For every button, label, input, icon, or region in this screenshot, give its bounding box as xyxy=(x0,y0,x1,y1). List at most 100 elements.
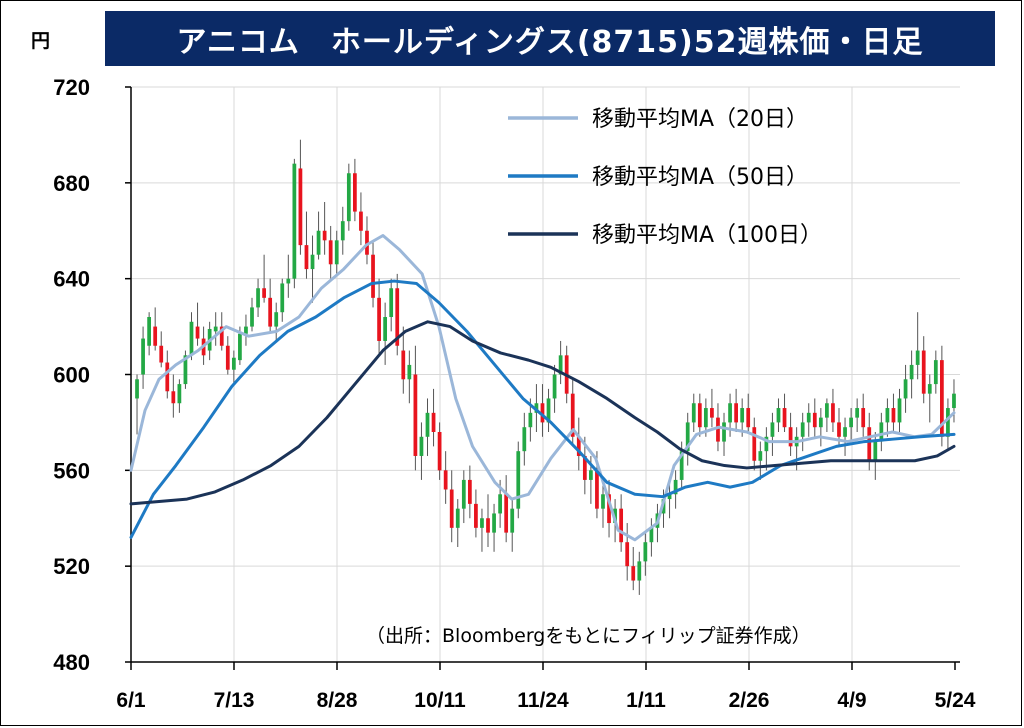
candle xyxy=(455,499,460,547)
candle-body xyxy=(710,408,714,418)
candle xyxy=(946,398,950,452)
candle-body xyxy=(728,403,732,423)
candle-body xyxy=(328,240,333,265)
candle-body xyxy=(800,422,805,437)
candle xyxy=(147,312,152,356)
candle xyxy=(504,475,509,543)
candle xyxy=(722,412,726,456)
candle xyxy=(952,379,956,423)
candle xyxy=(710,388,714,428)
grid-lines xyxy=(131,86,960,662)
candle xyxy=(359,192,363,246)
candle xyxy=(921,336,926,404)
candle xyxy=(885,398,890,437)
candle-body xyxy=(691,403,696,423)
x-tick-label: 5/24 xyxy=(935,689,976,712)
candle-body xyxy=(933,360,938,385)
candle xyxy=(879,412,884,452)
legend-item-ma50: 移動平均MA（50日） xyxy=(508,165,808,190)
candle-body xyxy=(649,527,654,543)
candle xyxy=(316,211,321,260)
candle-body xyxy=(915,350,920,365)
candle xyxy=(171,374,176,418)
candle xyxy=(280,278,285,322)
candle xyxy=(340,206,345,255)
candle xyxy=(328,225,333,279)
candle-body xyxy=(552,374,557,399)
candle xyxy=(546,388,551,432)
candle-body xyxy=(570,393,575,437)
candle-body xyxy=(558,355,563,375)
candle-body xyxy=(286,278,291,284)
candle xyxy=(782,393,787,432)
candle xyxy=(933,350,938,394)
candle xyxy=(353,158,357,222)
candle xyxy=(486,494,490,547)
candle xyxy=(734,388,738,432)
candle xyxy=(231,350,236,385)
candle xyxy=(474,489,478,538)
y-axis-unit-label: 円 xyxy=(31,30,51,52)
candle xyxy=(135,374,139,435)
candle xyxy=(304,211,309,279)
candle xyxy=(812,398,817,437)
legend-label: 移動平均MA（100日） xyxy=(592,223,822,248)
candle-body xyxy=(752,427,757,461)
candle-body xyxy=(903,379,908,399)
candle-body xyxy=(147,317,152,346)
candle xyxy=(570,379,575,447)
candle-body xyxy=(346,173,351,222)
candle xyxy=(213,312,218,346)
candle-body xyxy=(607,494,611,524)
y-tick-label: 680 xyxy=(53,171,90,196)
candle-body xyxy=(595,470,599,509)
candle xyxy=(395,273,400,356)
candle-body xyxy=(758,451,763,461)
candle xyxy=(758,441,763,480)
candle xyxy=(673,470,678,509)
candle xyxy=(897,388,902,432)
candle xyxy=(510,499,515,552)
candlestick-series xyxy=(135,139,956,595)
candle-body xyxy=(159,345,164,363)
x-tick-label: 11/24 xyxy=(517,689,569,712)
legend-label: 移動平均MA（50日） xyxy=(592,165,808,190)
candle-body xyxy=(467,479,472,504)
candle-body xyxy=(867,427,872,461)
candle-body xyxy=(171,391,176,404)
x-tick-label: 7/13 xyxy=(214,689,255,712)
y-tick-label: 720 xyxy=(53,75,90,100)
candle-body xyxy=(135,379,139,399)
candle-body xyxy=(818,417,823,428)
candle xyxy=(891,393,896,432)
candle xyxy=(371,240,375,308)
y-tick-label: 560 xyxy=(53,458,90,483)
candle-body xyxy=(443,470,448,490)
candle-body xyxy=(304,245,309,270)
candle-body xyxy=(673,479,678,495)
candle xyxy=(365,216,369,265)
chart-title-text: アニコム ホールディングス(8715)52週株価・日足 xyxy=(176,24,924,60)
candle xyxy=(298,139,303,255)
candle xyxy=(697,393,702,437)
candle-body xyxy=(256,288,260,308)
candle xyxy=(691,393,696,432)
candle-body xyxy=(782,408,787,428)
candle-body xyxy=(764,436,769,452)
candle xyxy=(159,331,164,368)
candle xyxy=(165,350,170,399)
candle xyxy=(746,393,751,432)
ma-50-line xyxy=(129,279,956,539)
candle xyxy=(437,422,442,480)
candle xyxy=(183,350,188,389)
candle xyxy=(153,307,158,351)
source-note: （出所：Bloombergをもとにフィリップ証券作成） xyxy=(366,625,811,647)
x-tick-label: 4/9 xyxy=(837,689,866,712)
candle xyxy=(806,403,811,437)
candle-body xyxy=(165,362,170,392)
candle-body xyxy=(492,513,496,533)
candle xyxy=(522,412,527,466)
chart-title: アニコム ホールディングス(8715)52週株価・日足 xyxy=(105,11,995,66)
candle xyxy=(764,427,769,471)
candle xyxy=(770,412,775,456)
